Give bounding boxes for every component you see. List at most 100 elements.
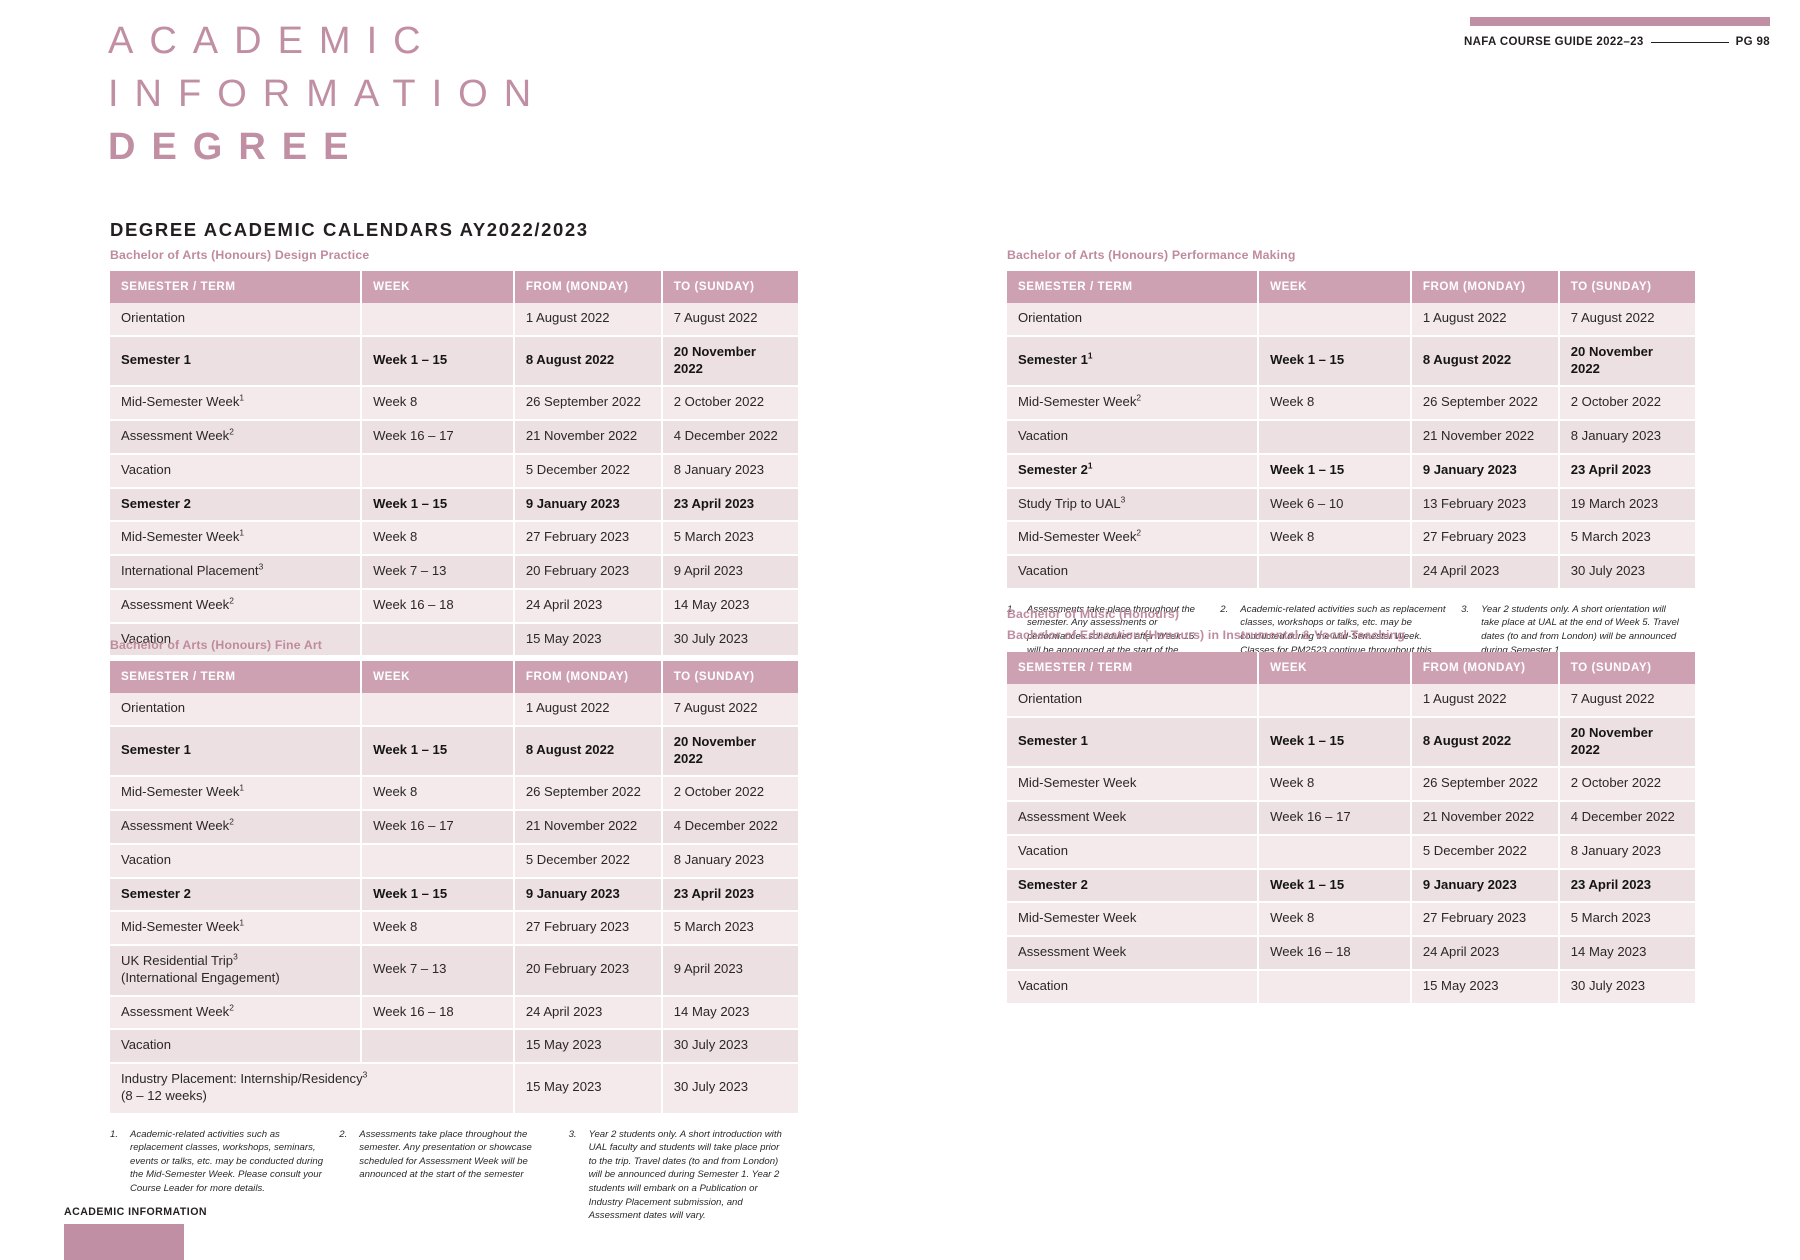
cell-to: 8 January 2023	[1558, 834, 1695, 870]
cell-to: 7 August 2022	[1558, 303, 1695, 337]
cell-term: Vacation	[110, 843, 363, 879]
cell-week	[361, 693, 515, 727]
program-title: Bachelor of Arts (Honours) Performance M…	[1007, 248, 1296, 262]
cell-from: 21 November 2022	[1410, 420, 1560, 455]
cell-term: Semester 1	[110, 335, 363, 388]
cell-term: Semester 1	[1007, 716, 1260, 769]
cell-to: 30 July 2023	[661, 1063, 798, 1115]
cell-from: 27 February 2023	[1410, 521, 1560, 556]
program-title-secondary: Bachelor of Education (Honours) in Instr…	[1007, 628, 1405, 642]
cell-to: 5 March 2023	[661, 911, 798, 946]
cell-term: Semester 2	[110, 877, 363, 913]
cell-from: 15 May 2023	[513, 1029, 663, 1064]
cell-to: 5 March 2023	[661, 521, 798, 556]
footnote: 3. Year 2 students only. A short introduc…	[569, 1128, 798, 1223]
cell-to: 4 December 2022	[661, 420, 798, 455]
cell-week: Week 1 – 15	[361, 725, 515, 778]
cell-term: Semester 11	[1007, 335, 1260, 388]
cell-term: Orientation	[1007, 684, 1260, 718]
footer-accent-bar	[64, 1224, 184, 1260]
table-row: Assessment Week Week 16 – 18 24 April 2023…	[1007, 936, 1695, 971]
col-semester-term: SEMESTER / TERM	[110, 271, 363, 303]
cell-week: Week 16 – 17	[361, 810, 515, 845]
cell-term: Mid-Semester Week	[1007, 767, 1260, 802]
cell-week: Week 1 – 15	[1258, 716, 1412, 769]
cell-to: 14 May 2023	[661, 588, 798, 624]
cell-to: 23 April 2023	[661, 487, 798, 523]
table-row: Vacation 5 December 2022 8 January 2023	[110, 843, 798, 879]
cell-from: 24 April 2023	[1410, 555, 1560, 590]
col-week: WEEK	[361, 661, 515, 693]
cell-term: Study Trip to UAL3	[1007, 487, 1260, 523]
footnote-text: Year 2 students only. A short introducti…	[588, 1128, 782, 1222]
footnote-number: 2.	[339, 1128, 348, 1140]
cell-week	[1258, 684, 1412, 718]
cell-week: Week 16 – 18	[361, 588, 515, 624]
table-row: Assessment Week2 Week 16 – 18 24 April 202…	[110, 588, 798, 624]
cell-from: 9 January 2023	[513, 487, 663, 523]
table-row: Semester 2 Week 1 – 15 9 January 2023 23 Ap…	[110, 877, 798, 913]
cell-from: 5 December 2022	[513, 843, 663, 879]
cell-term: Vacation	[110, 453, 363, 489]
cell-term: Mid-Semester Week1	[110, 386, 363, 421]
cell-week: Week 16 – 18	[361, 995, 515, 1031]
cell-from: 27 February 2023	[1410, 902, 1560, 937]
calendar-block-fine-art: Bachelor of Arts (Honours) Fine Art SEME…	[110, 638, 798, 1223]
cell-term: Vacation	[1007, 555, 1260, 590]
table-row: Vacation 15 May 2023 30 July 2023	[110, 1029, 798, 1064]
cell-from: 24 April 2023	[513, 588, 663, 624]
title-line-academic: ACADEMIC	[108, 20, 437, 62]
cell-to: 23 April 2023	[1558, 453, 1695, 489]
cell-week: Week 1 – 15	[361, 877, 515, 913]
cell-week: Week 8	[361, 521, 515, 556]
cell-term: Assessment Week	[1007, 801, 1260, 836]
cell-term: Vacation	[1007, 420, 1260, 455]
table-body: Orientation 1 August 2022 7 August 2022 Sem…	[1007, 303, 1695, 590]
cell-week	[1258, 420, 1412, 455]
table-row: Orientation 1 August 2022 7 August 2022	[1007, 684, 1695, 718]
cell-from: 27 February 2023	[513, 521, 663, 556]
table-row: Orientation 1 August 2022 7 August 2022	[110, 303, 798, 337]
calendar-table-design-practice: SEMESTER / TERM WEEK FROM (MONDAY) TO (S…	[110, 271, 798, 658]
cell-to: 20 November 2022	[1558, 716, 1695, 769]
cell-week: Week 1 – 15	[1258, 453, 1412, 489]
cell-week: Week 16 – 17	[1258, 801, 1412, 836]
page-number: PG 98	[1735, 36, 1770, 48]
footnotes: 1. Academic-related activities such as re…	[110, 1128, 798, 1223]
cell-from: 20 February 2023	[513, 945, 663, 997]
cell-term: Assessment Week2	[110, 995, 363, 1031]
cell-week	[361, 622, 515, 658]
table-row: Semester 1 Week 1 – 15 8 August 2022 20 Nov…	[1007, 716, 1695, 769]
footer-label: ACADEMIC INFORMATION	[64, 1206, 207, 1218]
cell-term: Mid-Semester Week1	[110, 776, 363, 811]
cell-to: 30 July 2023	[1558, 969, 1695, 1005]
cell-term: Assessment Week	[1007, 936, 1260, 971]
cell-from: 15 May 2023	[1410, 969, 1560, 1005]
cell-term: Industry Placement: Internship/Residency…	[110, 1063, 515, 1115]
cell-week: Week 8	[1258, 902, 1412, 937]
table-row: Orientation 1 August 2022 7 August 2022	[110, 693, 798, 727]
page-title: ACADEMIC INFORMATION DEGREE	[108, 22, 547, 166]
cell-to: 7 August 2022	[661, 693, 798, 727]
calendar-table-performance-making: SEMESTER / TERM WEEK FROM (MONDAY) TO (S…	[1007, 271, 1695, 590]
cell-to: 7 August 2022	[1558, 684, 1695, 718]
table-header-row: SEMESTER / TERM WEEK FROM (MONDAY) TO (S…	[110, 271, 798, 303]
cell-from: 27 February 2023	[513, 911, 663, 946]
cell-to: 2 October 2022	[661, 776, 798, 811]
title-line-degree: DEGREE	[108, 126, 365, 168]
cell-week	[1258, 969, 1412, 1005]
table-row: Vacation 24 April 2023 30 July 2023	[1007, 555, 1695, 590]
col-from-monday: FROM (MONDAY)	[1410, 652, 1560, 684]
col-to-sunday: TO (SUNDAY)	[1558, 652, 1695, 684]
col-to-sunday: TO (SUNDAY)	[1558, 271, 1695, 303]
cell-week: Week 8	[1258, 521, 1412, 556]
cell-to: 4 December 2022	[1558, 801, 1695, 836]
cell-to: 5 March 2023	[1558, 902, 1695, 937]
table-row: Vacation 15 May 2023 30 July 2023	[1007, 969, 1695, 1005]
cell-to: 2 October 2022	[661, 386, 798, 421]
table-row: Mid-Semester Week2 Week 8 27 February 2023…	[1007, 521, 1695, 556]
cell-to: 14 May 2023	[661, 995, 798, 1031]
cell-term: Vacation	[1007, 834, 1260, 870]
cell-week: Week 1 – 15	[1258, 868, 1412, 904]
